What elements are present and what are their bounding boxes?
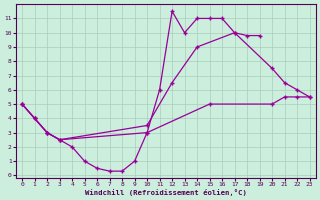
X-axis label: Windchill (Refroidissement éolien,°C): Windchill (Refroidissement éolien,°C) xyxy=(85,189,247,196)
